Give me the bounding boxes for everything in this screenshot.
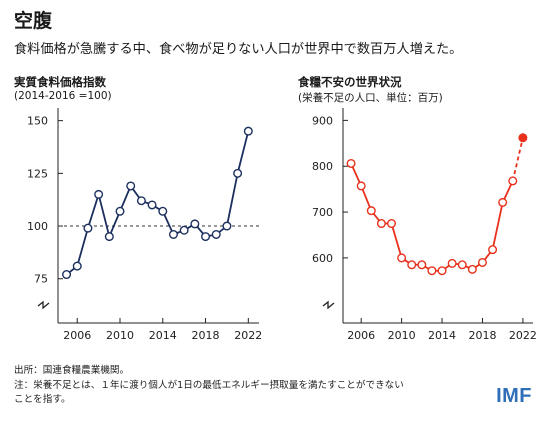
- definition-note-line2: ことを指す。: [14, 394, 71, 405]
- data-point: [407, 260, 417, 270]
- data-point: [467, 264, 477, 274]
- axis-break-mask: [322, 301, 336, 310]
- x-tick-label: 2006: [63, 329, 91, 342]
- x-tick-label: 2014: [149, 329, 177, 342]
- data-point: [211, 229, 221, 239]
- data-point: [168, 229, 178, 239]
- data-point: [518, 133, 528, 143]
- right-chart-subtitle: (栄養不足の人口、単位：百万): [298, 92, 443, 104]
- y-tick-label: 150: [27, 115, 48, 128]
- data-point: [397, 253, 407, 263]
- y-tick-label: 75: [34, 273, 48, 286]
- data-point: [158, 206, 168, 216]
- x-tick-label: 2022: [234, 329, 262, 342]
- food-price-index-chart: 75 100 125 150 2006 2010 2014 2018 2022: [27, 108, 262, 342]
- data-point: [104, 232, 114, 242]
- data-point: [201, 232, 211, 242]
- data-point: [508, 176, 518, 186]
- data-point: [126, 181, 136, 191]
- data-point: [72, 261, 82, 271]
- data-point: [94, 189, 104, 199]
- data-point: [477, 257, 487, 267]
- page-title: 空腹: [14, 10, 53, 32]
- definition-note-line1: 注：栄養不足とは、１年に渡り個人が1日の最低エネルギー摂取量を満たすことができな…: [14, 380, 404, 391]
- data-point: [62, 270, 72, 280]
- data-point: [417, 260, 427, 270]
- axis-break-mask: [37, 301, 51, 310]
- data-point: [457, 260, 467, 270]
- y-tick-label: 125: [27, 167, 48, 180]
- data-point: [498, 197, 508, 207]
- right-chart-title: 食糧不安の世界状況: [298, 75, 402, 89]
- x-tick-label: 2006: [347, 329, 375, 342]
- data-point: [488, 245, 498, 255]
- data-point: [376, 219, 386, 229]
- y-tick-label: 600: [312, 252, 333, 265]
- data-point: [233, 168, 243, 178]
- y-tick-label: 700: [312, 206, 333, 219]
- left-chart-title: 実質食料価格指数: [14, 75, 106, 89]
- y-tick-label: 100: [27, 220, 48, 233]
- food-insecurity-chart: 600 700 800 900 2006 2010 2014 2018 2022: [312, 108, 537, 342]
- x-tick-label: 2014: [428, 329, 456, 342]
- source-note: 出所：国連食糧農業機関。: [14, 365, 130, 376]
- axis-break-icon: [37, 300, 50, 310]
- data-point: [437, 266, 447, 276]
- data-point: [222, 221, 232, 231]
- data-point: [83, 223, 93, 233]
- data-point: [447, 258, 457, 268]
- x-tick-label: 2018: [468, 329, 496, 342]
- data-point: [190, 219, 200, 229]
- series-line-projected: [511, 137, 524, 182]
- imf-logo: IMF: [496, 385, 532, 407]
- data-point: [346, 158, 356, 168]
- data-point: [179, 225, 189, 235]
- axis-break-icon: [322, 300, 335, 310]
- x-tick-label: 2010: [106, 329, 134, 342]
- left-chart-subtitle: (2014-2016 =100): [14, 90, 112, 102]
- x-tick-label: 2022: [509, 329, 537, 342]
- data-point: [366, 206, 376, 216]
- data-point: [115, 206, 125, 216]
- x-tick-label: 2010: [388, 329, 416, 342]
- y-tick-label: 800: [312, 160, 333, 173]
- data-point: [356, 181, 366, 191]
- data-point: [387, 219, 397, 229]
- page-subtitle: 食料価格が急騰する中、食べ物が足りない人口が世界中で数百万人増えた。: [14, 42, 463, 57]
- series-line: [350, 163, 514, 272]
- x-tick-label: 2018: [192, 329, 220, 342]
- data-point: [136, 196, 146, 206]
- data-point: [243, 126, 253, 136]
- data-point: [147, 200, 157, 210]
- data-point: [427, 266, 437, 276]
- y-tick-label: 900: [312, 114, 333, 127]
